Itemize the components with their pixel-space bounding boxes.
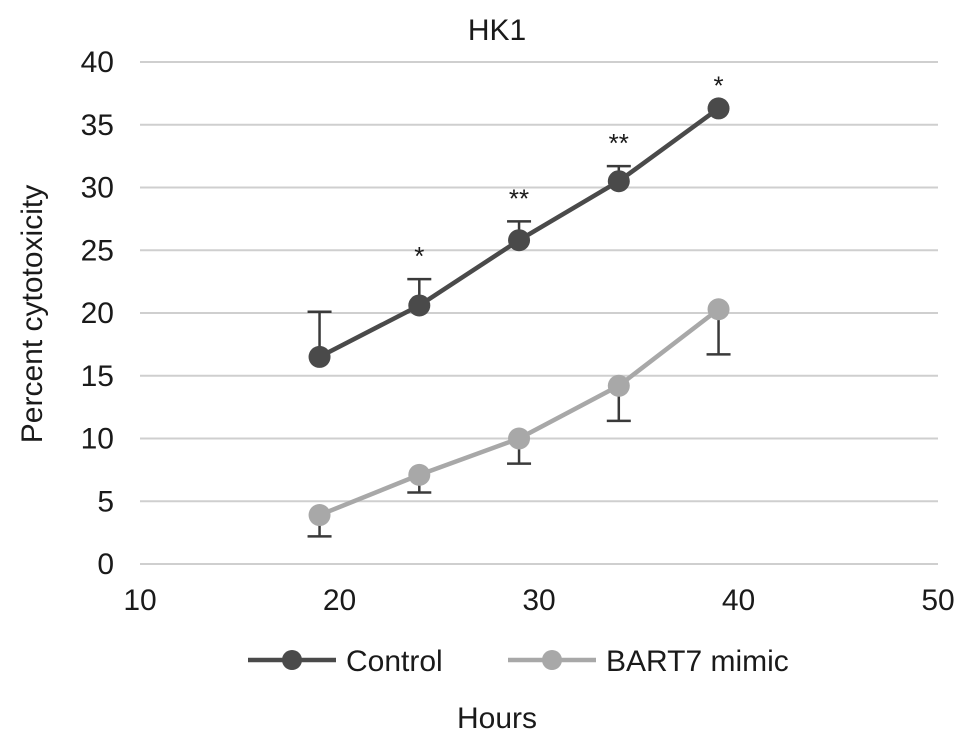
- x-tick-label-30: 30: [522, 584, 555, 617]
- data-point-1-4: [707, 298, 730, 321]
- legend-marker-1: [542, 650, 562, 670]
- significance-label-3: *: [713, 70, 723, 100]
- significance-label-2: **: [609, 128, 629, 158]
- y-tick-label-20: 20: [81, 297, 114, 330]
- y-tick-label-25: 25: [81, 234, 114, 267]
- y-tick-label-35: 35: [81, 109, 114, 142]
- x-axis-ticks: 10 20 30 40 50: [123, 584, 954, 617]
- y-tick-label-30: 30: [81, 172, 114, 205]
- chart-title: HK1: [468, 14, 526, 47]
- y-axis-title: Percent cytotoxicity: [16, 185, 49, 443]
- data-point-0-0: [308, 345, 331, 368]
- data-point-1-2: [508, 427, 531, 450]
- y-tick-label-10: 10: [81, 423, 114, 456]
- significance-label-1: **: [509, 183, 529, 213]
- significance-annotations: ******: [414, 70, 723, 271]
- data-point-0-2: [508, 229, 531, 252]
- significance-label-0: *: [414, 241, 424, 271]
- legend: Control BART7 mimic: [248, 645, 789, 678]
- data-point-0-1: [408, 294, 431, 317]
- data-point-1-1: [408, 463, 431, 486]
- y-tick-label-40: 40: [81, 46, 114, 79]
- x-tick-label-10: 10: [123, 584, 156, 617]
- legend-marker-0: [282, 650, 302, 670]
- x-tick-label-40: 40: [722, 584, 755, 617]
- data-point-0-3: [607, 170, 630, 193]
- data-point-1-3: [607, 374, 630, 397]
- gridlines: [140, 61, 938, 565]
- legend-label-0: Control: [346, 645, 443, 678]
- y-tick-label-15: 15: [81, 360, 114, 393]
- data-point-0-4: [707, 97, 730, 120]
- x-axis-title: Hours: [457, 702, 537, 735]
- x-tick-label-50: 50: [921, 584, 954, 617]
- legend-label-1: BART7 mimic: [606, 645, 789, 678]
- x-tick-label-20: 20: [323, 584, 356, 617]
- y-tick-label-0: 0: [97, 548, 114, 581]
- series-line-1: [318, 307, 720, 518]
- series-lines: [308, 97, 730, 527]
- y-axis-ticks: 0 5 10 15 20 25 30 35 40: [81, 46, 114, 581]
- data-point-1-0: [308, 504, 331, 527]
- y-tick-label-5: 5: [97, 485, 114, 518]
